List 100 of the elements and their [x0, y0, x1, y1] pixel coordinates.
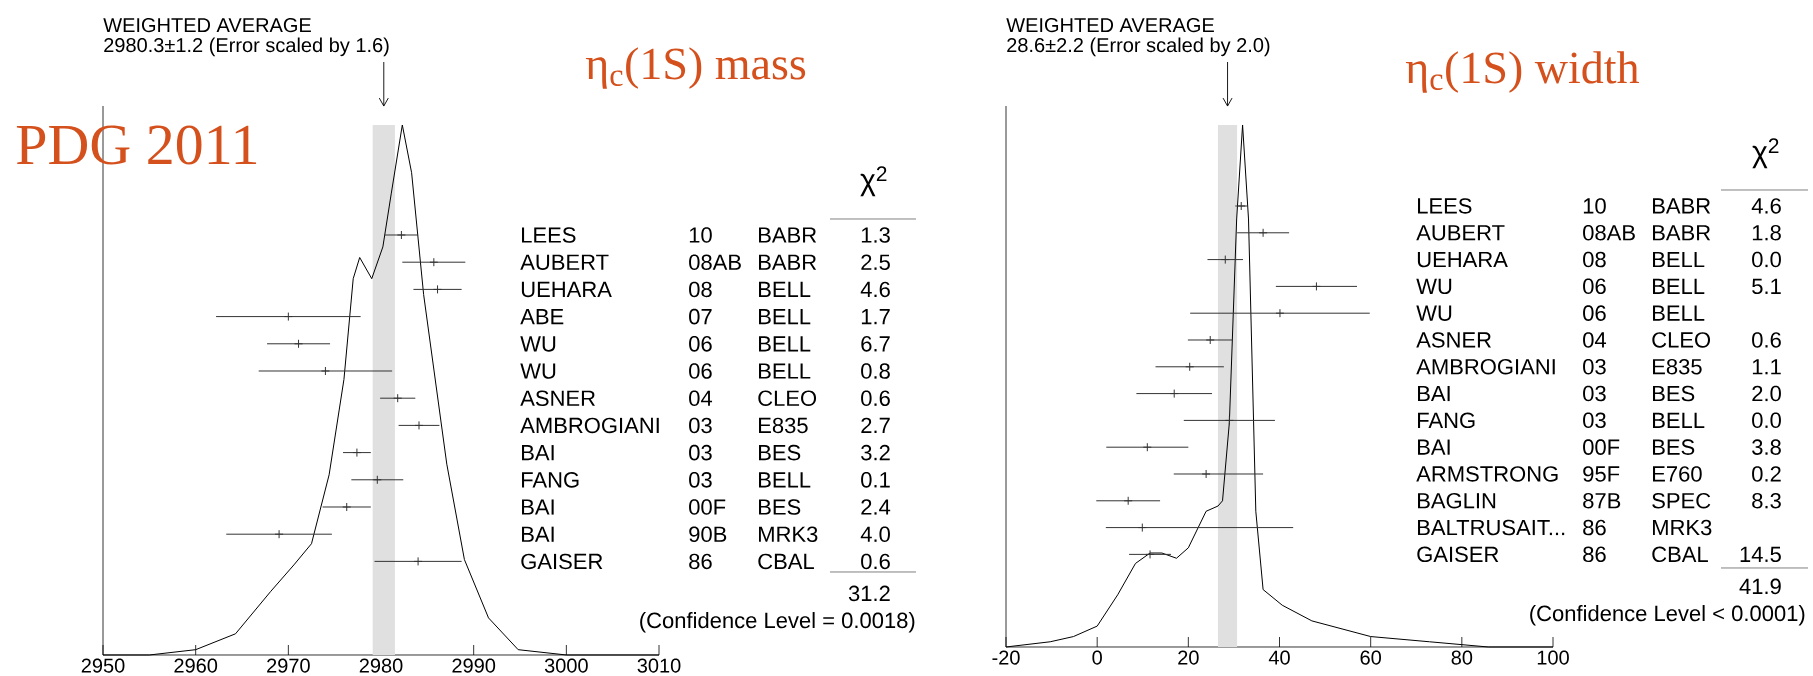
text: 06 [689, 336, 712, 352]
text: 0.0 [1752, 412, 1781, 429]
point [1275, 308, 1285, 318]
chart-title: WEIGHTED AVERAGE [1006, 18, 1214, 33]
text: E835 [1653, 358, 1702, 375]
text: BELL [1653, 305, 1705, 321]
text: BELL [759, 472, 811, 488]
x-tick-label: 2970 [267, 658, 310, 673]
point [372, 475, 382, 485]
x-tick-label: 80 [1451, 650, 1473, 665]
text: 2.4 [861, 499, 891, 515]
point [1142, 442, 1152, 452]
text: 03 [689, 444, 712, 461]
point [396, 230, 406, 240]
point [429, 257, 439, 267]
category-label: WU [520, 363, 556, 379]
text: 00F [1583, 439, 1620, 455]
text: BABR [1653, 198, 1711, 214]
text: 03 [1583, 358, 1606, 375]
text: 86 [1583, 546, 1606, 563]
text: 95F [1583, 466, 1620, 482]
text: 86 [1583, 519, 1606, 536]
category-label: ASNER [520, 390, 595, 407]
point [352, 448, 362, 458]
category-label: AMBROGIANI [1416, 358, 1555, 375]
text: 90B [689, 526, 727, 543]
category-label: FANG [522, 472, 579, 488]
text: 0.6 [861, 390, 890, 407]
text: 08 [1583, 251, 1606, 268]
text: η$_{c}$(1S) width [1405, 51, 1639, 93]
category-label: BAI [1418, 385, 1450, 402]
category-label: GAISER [521, 553, 603, 570]
text: χ$^{2}$ [860, 166, 887, 197]
text: 10 [1583, 198, 1606, 214]
point [294, 339, 304, 349]
category-label: BAGLIN [1418, 492, 1496, 509]
point [320, 366, 330, 376]
text: 4.6 [860, 281, 890, 298]
text: 0.1 [861, 472, 890, 488]
text: CLEO [1652, 332, 1711, 348]
category-label: UEHARA [1417, 251, 1508, 268]
x-tick-label: 0 [1092, 650, 1102, 665]
text: 5.1 [1752, 278, 1781, 295]
text: 6.7 [861, 336, 890, 352]
text: 07 [689, 308, 712, 325]
x-tick-label: 3010 [637, 658, 681, 673]
category-label: LEES [522, 227, 576, 243]
text: CLEO [758, 390, 817, 407]
text: SPEC [1652, 492, 1711, 509]
category-label: LEES [1418, 198, 1472, 214]
x-tick-label: 40 [1268, 650, 1290, 665]
text: 04 [1583, 332, 1607, 348]
text: 00F [689, 499, 726, 515]
point [1258, 228, 1268, 238]
text: BES [759, 499, 801, 515]
x-tick-label: 2990 [452, 658, 496, 673]
text: BELL [1653, 278, 1705, 294]
category-label: GAISER [1417, 546, 1499, 563]
text: BES [1653, 385, 1695, 402]
point [413, 556, 423, 566]
text: 4.6 [1751, 198, 1781, 214]
text: 8.3 [1752, 492, 1781, 509]
chart-title: WEIGHTED AVERAGE [103, 18, 311, 33]
category-label: FANG [1418, 412, 1475, 429]
text: 03 [1583, 385, 1606, 402]
text: BABR [759, 227, 817, 243]
category-label: WU [1416, 278, 1452, 295]
text: BELL [759, 363, 811, 379]
text: 2.5 [861, 254, 890, 271]
text: 08AB [1583, 224, 1635, 241]
category-label: BALTRUSAIT... [1418, 519, 1565, 536]
text: 4.0 [860, 526, 890, 543]
text: 1.3 [861, 227, 890, 243]
text: 06 [1583, 278, 1606, 295]
point [393, 393, 403, 403]
point [342, 502, 352, 512]
text: 86 [689, 553, 712, 570]
text: 2.7 [861, 417, 890, 434]
category-label: WU [520, 336, 556, 352]
annotation: (Confidence Level = 0.0018) [640, 612, 915, 633]
text: 03 [1583, 412, 1606, 429]
text: 0.0 [1752, 251, 1781, 268]
text: BELL [759, 309, 811, 325]
category-label: ARMSTRONG [1416, 466, 1558, 482]
text: BELL [1653, 412, 1705, 428]
text: 08 [689, 281, 712, 298]
category-label: BAI [522, 499, 554, 515]
text: BES [1653, 439, 1695, 455]
category-label: ABE [520, 309, 564, 325]
text: 08AB [689, 254, 741, 271]
category-label: BAI [1418, 439, 1450, 455]
x-tick-label: 3000 [544, 658, 588, 673]
text: E835 [759, 417, 808, 434]
text: 31.2 [848, 585, 890, 602]
text: 14.5 [1740, 546, 1781, 563]
text: 1.8 [1752, 224, 1781, 241]
point [1137, 523, 1147, 533]
text: MRK3 [759, 526, 818, 543]
point [274, 529, 284, 539]
text: BELL [759, 281, 811, 298]
